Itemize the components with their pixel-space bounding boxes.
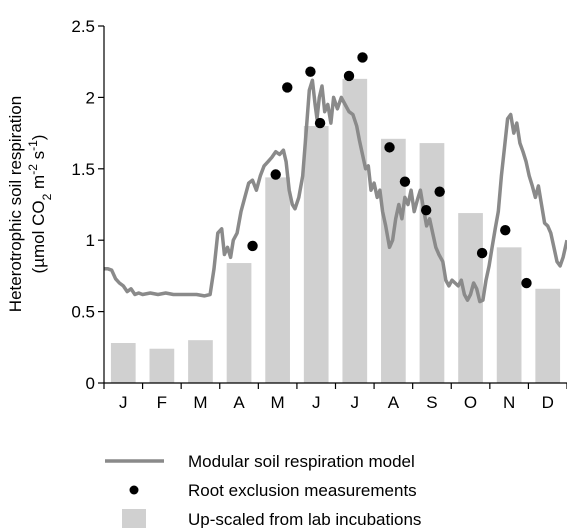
bar-11 xyxy=(535,288,561,383)
bar-10 xyxy=(496,247,522,383)
x-tick-label-2: M xyxy=(193,393,207,412)
bar-4 xyxy=(265,177,290,383)
x-tick-label-7: A xyxy=(388,393,400,412)
y-axis-title: Heterotrophic soil respiration (µmol CO2… xyxy=(6,96,54,312)
x-tick-label-9: O xyxy=(464,393,477,412)
x-tick-label-1: F xyxy=(157,393,167,412)
bars-layer xyxy=(110,78,561,384)
root-exclusion-point-11 xyxy=(476,247,488,259)
x-tick-label-3: A xyxy=(233,393,245,412)
y-tick-label-2: 1 xyxy=(86,231,95,250)
y-tick-label-4: 2 xyxy=(86,88,95,107)
x-tick-label-11: D xyxy=(542,393,554,412)
y-tick-label-1: 0.5 xyxy=(71,303,95,322)
root-exclusion-point-12 xyxy=(500,225,511,236)
root-exclusion-point-8 xyxy=(399,176,411,187)
legend: Modular soil respiration model Root excl… xyxy=(105,452,421,528)
bar-6 xyxy=(342,78,368,383)
x-tick-label-8: S xyxy=(426,393,437,412)
bar-7 xyxy=(381,138,406,383)
root-exclusion-point-13 xyxy=(521,277,532,289)
root-exclusion-point-5 xyxy=(343,70,355,82)
legend-label-lab-incubations: Up-scaled from lab incubations xyxy=(188,510,421,528)
root-exclusion-point-9 xyxy=(420,205,432,216)
bar-1 xyxy=(149,348,175,383)
model-series-line xyxy=(104,78,567,304)
root-exclusion-point-1 xyxy=(270,169,281,180)
y-axis-title-line-1: Heterotrophic soil respiration xyxy=(6,96,25,312)
legend-dot-swatch xyxy=(129,485,139,495)
x-tick-label-0: J xyxy=(119,393,128,412)
legend-label-root-exclusion: Root exclusion measurements xyxy=(188,481,417,500)
root-exclusion-point-7 xyxy=(384,142,395,153)
bar-0 xyxy=(110,343,136,383)
x-tick-label-6: J xyxy=(351,393,360,412)
legend-bar-swatch xyxy=(122,509,146,528)
root-exclusion-point-3 xyxy=(305,66,316,77)
root-exclusion-point-0 xyxy=(247,240,258,252)
legend-label-model: Modular soil respiration model xyxy=(188,452,415,471)
y-axis-title-line-2: (µmol CO2 m-2 s-1) xyxy=(26,135,54,274)
bar-8 xyxy=(419,143,445,383)
x-tick-label-5: J xyxy=(312,393,321,412)
bar-5 xyxy=(303,125,329,384)
y-tick-label-3: 1.5 xyxy=(71,160,95,179)
points-layer xyxy=(247,52,532,289)
y-ticks: 0 0.5 1 1.5 2 2.5 xyxy=(71,17,104,393)
root-exclusion-point-2 xyxy=(282,82,293,93)
x-tick-label-10: N xyxy=(503,393,515,412)
y-tick-label-5: 2.5 xyxy=(71,17,95,36)
x-tick-label-4: M xyxy=(271,393,285,412)
root-exclusion-point-10 xyxy=(434,186,445,197)
root-exclusion-point-4 xyxy=(314,117,326,129)
bar-3 xyxy=(226,263,252,383)
y-tick-label-0: 0 xyxy=(86,374,95,393)
bar-2 xyxy=(188,340,213,383)
root-exclusion-point-6 xyxy=(357,52,368,63)
